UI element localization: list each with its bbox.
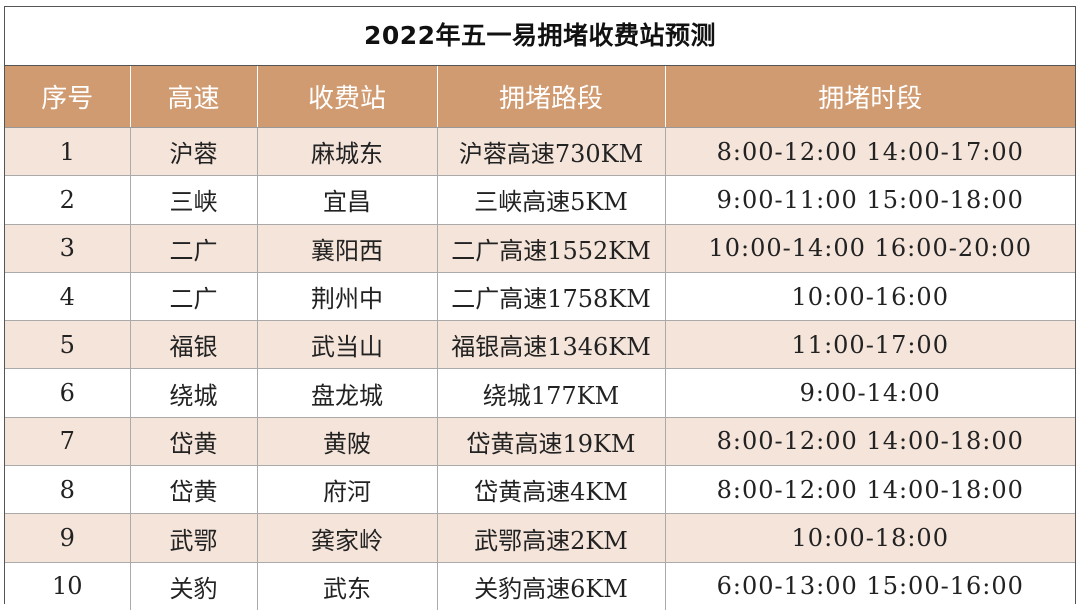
table-row: 1 沪蓉 麻城东 沪蓉高速730KM 8:00-12:00 14:00-17:00	[5, 127, 1075, 177]
cell-toll-station: 襄阳西	[257, 224, 438, 273]
cell-highway: 岱黄	[130, 417, 258, 467]
header-row: 序号 高速 收费站 拥堵路段 拥堵时段	[5, 66, 1075, 128]
cell-congested-section: 二广高速1758KM	[437, 272, 666, 322]
cell-toll-station: 麻城东	[257, 127, 438, 177]
table-row: 4 二广 荆州中 二广高速1758KM 10:00-16:00	[5, 272, 1075, 322]
cell-index: 8	[5, 465, 131, 515]
cell-congestion-period: 10:00-16:00	[665, 272, 1075, 322]
cell-congestion-period: 9:00-14:00	[665, 368, 1075, 418]
table-title: 2022年五一易拥堵收费站预测	[5, 7, 1075, 66]
cell-toll-station: 武东	[257, 562, 438, 610]
cell-congestion-period: 9:00-11:00 15:00-18:00	[665, 175, 1075, 225]
cell-congestion-period: 10:00-14:00 16:00-20:00	[665, 224, 1075, 273]
cell-toll-station: 盘龙城	[257, 368, 438, 418]
cell-highway: 武鄂	[130, 513, 258, 563]
cell-congestion-period: 8:00-12:00 14:00-18:00	[665, 417, 1075, 467]
header-toll-station: 收费站	[257, 66, 438, 128]
cell-congested-section: 二广高速1552KM	[437, 224, 666, 273]
cell-highway: 沪蓉	[130, 127, 258, 177]
header-index: 序号	[5, 66, 131, 128]
table-row: 7 岱黄 黄陂 岱黄高速19KM 8:00-12:00 14:00-18:00	[5, 417, 1075, 467]
cell-congested-section: 武鄂高速2KM	[437, 513, 666, 563]
table-row: 3 二广 襄阳西 二广高速1552KM 10:00-14:00 16:00-20:00	[5, 224, 1075, 273]
cell-toll-station: 武当山	[257, 320, 438, 370]
header-congested-section: 拥堵路段	[437, 66, 666, 128]
table-body: 1 沪蓉 麻城东 沪蓉高速730KM 8:00-12:00 14:00-17:00 2 三峡…	[5, 127, 1075, 610]
cell-highway: 三峡	[130, 175, 258, 225]
cell-toll-station: 黄陂	[257, 417, 438, 467]
congestion-table: 序号 高速 收费站 拥堵路段 拥堵时段 1 沪蓉 麻城东 沪蓉高速730KM 8:00-…	[5, 66, 1075, 610]
cell-index: 5	[5, 320, 131, 370]
cell-congested-section: 沪蓉高速730KM	[437, 127, 666, 177]
cell-congested-section: 关豹高速6KM	[437, 562, 666, 610]
cell-congested-section: 三峡高速5KM	[437, 175, 666, 225]
cell-index: 6	[5, 368, 131, 418]
cell-index: 1	[5, 127, 131, 177]
cell-toll-station: 宜昌	[257, 175, 438, 225]
cell-highway: 二广	[130, 224, 258, 273]
cell-index: 7	[5, 417, 131, 467]
cell-index: 3	[5, 224, 131, 273]
cell-congestion-period: 11:00-17:00	[665, 320, 1075, 370]
cell-highway: 福银	[130, 320, 258, 370]
table-row: 5 福银 武当山 福银高速1346KM 11:00-17:00	[5, 320, 1075, 370]
table-row: 9 武鄂 龚家岭 武鄂高速2KM 10:00-18:00	[5, 513, 1075, 563]
cell-toll-station: 府河	[257, 465, 438, 515]
table-row: 6 绕城 盘龙城 绕城177KM 9:00-14:00	[5, 368, 1075, 418]
table-row: 10 关豹 武东 关豹高速6KM 6:00-13:00 15:00-16:00	[5, 562, 1075, 610]
cell-congested-section: 福银高速1346KM	[437, 320, 666, 370]
header-congestion-period: 拥堵时段	[665, 66, 1075, 128]
cell-congested-section: 岱黄高速4KM	[437, 465, 666, 515]
cell-congestion-period: 8:00-12:00 14:00-18:00	[665, 465, 1075, 515]
cell-highway: 岱黄	[130, 465, 258, 515]
cell-highway: 绕城	[130, 368, 258, 418]
cell-congestion-period: 6:00-13:00 15:00-16:00	[665, 562, 1075, 610]
spreadsheet-table: 2022年五一易拥堵收费站预测 序号 高速 收费站 拥堵路段 拥堵时段 1 沪蓉麻…	[4, 6, 1076, 610]
cell-congestion-period: 10:00-18:00	[665, 513, 1075, 563]
cell-congested-section: 绕城177KM	[437, 368, 666, 418]
cell-highway: 二广	[130, 272, 258, 322]
cell-index: 9	[5, 513, 131, 563]
header-highway: 高速	[130, 66, 258, 128]
cell-index: 4	[5, 272, 131, 322]
cell-highway: 关豹	[130, 562, 258, 610]
cell-toll-station: 荆州中	[257, 272, 438, 322]
cell-index: 2	[5, 175, 131, 225]
cell-congested-section: 岱黄高速19KM	[437, 417, 666, 467]
cell-toll-station: 龚家岭	[257, 513, 438, 563]
cell-congestion-period: 8:00-12:00 14:00-17:00	[665, 127, 1075, 177]
table-row: 2 三峡 宜昌 三峡高速5KM 9:00-11:00 15:00-18:00	[5, 175, 1075, 225]
cell-index: 10	[5, 562, 131, 610]
table-row: 8 岱黄 府河 岱黄高速4KM 8:00-12:00 14:00-18:00	[5, 465, 1075, 515]
